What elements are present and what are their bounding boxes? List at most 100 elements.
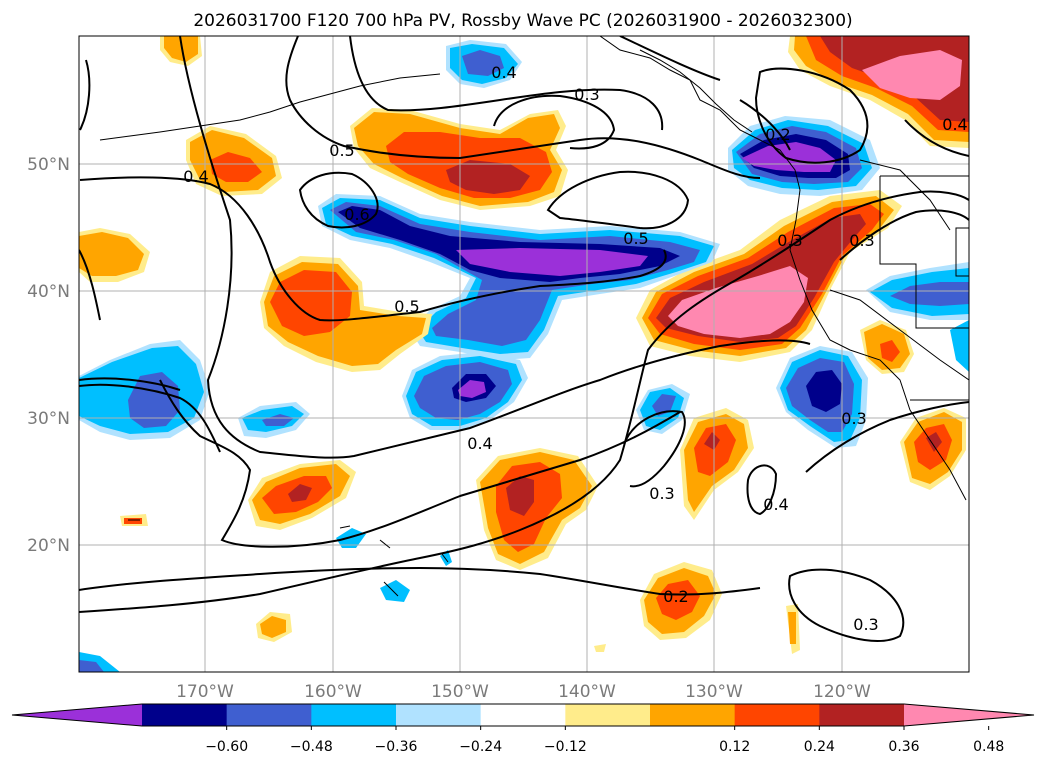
lat-label: 20°N [27, 536, 70, 556]
colorbar-bin [819, 704, 905, 726]
colorbar-tick-label: −0.60 [205, 739, 248, 755]
colorbar-tick-label: 0.12 [719, 739, 750, 755]
colorbar-bin [565, 704, 651, 726]
contour-label: 0.5 [623, 229, 648, 248]
colorbar-bin [396, 704, 482, 726]
contour-0-6 [298, 171, 379, 229]
anomaly-negative-gulf-alaska [728, 116, 880, 196]
colorbar-tick-label: −0.24 [459, 739, 502, 755]
anomaly-positive-northwest [79, 36, 282, 282]
colorbar-extend-low [12, 704, 142, 726]
anomaly-positive-145w [476, 448, 598, 570]
contour-label: 0.2 [663, 587, 688, 606]
pv-contours [79, 36, 969, 642]
anomaly-negative-central [318, 194, 720, 360]
hawaii-islands [339, 525, 449, 597]
contour-0-2 [79, 566, 761, 596]
lon-label: 170°W [176, 682, 234, 702]
contour-0-3-loop [493, 94, 616, 150]
lat-label: 30°N [27, 409, 70, 429]
contour-labels: 0.4 0.3 0.5 0.4 0.6 0.5 0.5 0.3 0.3 0.4 … [183, 63, 967, 634]
anomaly-positive-ridge [636, 190, 902, 362]
contour-label: 0.4 [183, 167, 208, 186]
interior-border [859, 159, 951, 231]
longitude-labels: 170°W 160°W 150°W 140°W 130°W 120°W [176, 682, 871, 702]
contour-label: 0.3 [574, 85, 599, 104]
contour-label: 0.4 [491, 63, 516, 82]
mexico-border [829, 289, 969, 381]
contour-label: 0.3 [853, 615, 878, 634]
contour-label: 0.2 [765, 125, 790, 144]
colorbar-tick-label: −0.36 [375, 739, 418, 755]
contour-label: 0.6 [344, 205, 369, 224]
colorbar-bin [480, 704, 566, 726]
graticule [79, 36, 969, 672]
contour-label: 0.3 [649, 484, 674, 503]
colorbar-bin [734, 704, 820, 726]
lon-label: 160°W [304, 682, 362, 702]
contour-0-4-sw [79, 383, 221, 453]
lon-label: 140°W [558, 682, 616, 702]
lon-label: 150°W [431, 682, 489, 702]
colorbar-bin [142, 704, 228, 726]
anomaly-positive-north [350, 108, 568, 210]
contour-0-5-closed [546, 170, 690, 230]
colorbar-tick-label: −0.48 [290, 739, 333, 755]
colorbar-bin [650, 704, 736, 726]
latitude-labels: 20°N 30°N 40°N 50°N [27, 155, 70, 556]
colorbar-bin [311, 704, 397, 726]
contour-label: 0.4 [942, 115, 967, 134]
anomaly-negative-150w [402, 352, 528, 430]
contour-0-5-mid [79, 176, 667, 322]
pv-shading [79, 36, 969, 672]
anomaly-positive-northeast [788, 36, 969, 148]
figure-title: 2026031700 F120 700 hPa PV, Rossby Wave … [193, 11, 852, 31]
lat-label: 40°N [27, 282, 70, 302]
contour-label: 0.3 [849, 231, 874, 250]
contour-0-4-south [79, 377, 681, 548]
contour-left-mid [79, 249, 101, 321]
contour-0-3-southeast [788, 568, 905, 642]
contour-0-2-north [754, 67, 869, 164]
contour-0-3-north [349, 36, 664, 131]
lat-label: 50°N [27, 155, 70, 175]
colorbar-tick-label: 0.24 [804, 739, 835, 755]
north-america-coast [599, 36, 967, 501]
aleutian-islands [99, 73, 441, 141]
colorbar-outline [11, 703, 1035, 727]
contour-label: 0.4 [763, 495, 788, 514]
lon-label: 120°W [813, 682, 871, 702]
contour-0-3-small [623, 410, 686, 488]
state-border-box [955, 227, 969, 277]
contour-0-4-west [179, 36, 811, 459]
coastlines [99, 36, 969, 597]
colorbar-tick-label: 0.36 [888, 739, 919, 755]
contour-0-3-ne-coast [839, 209, 969, 261]
anomaly-positive-133w [594, 562, 800, 654]
contour-label: 0.5 [394, 297, 419, 316]
state-borders [879, 176, 969, 329]
anomaly-positive-163w [120, 460, 356, 642]
map-content: 0.4 0.3 0.5 0.4 0.6 0.5 0.5 0.3 0.3 0.4 … [79, 36, 969, 672]
contour-left-edge [79, 59, 91, 131]
contour-0-3-long [79, 190, 969, 613]
contour-0-4-ne [904, 119, 969, 157]
contour-0-3-loop-south [746, 464, 778, 516]
contour-0-4-alaska [619, 36, 791, 151]
colorbar-extend-high [904, 704, 1034, 726]
lon-label: 130°W [685, 682, 743, 702]
contour-label: 0.5 [329, 141, 354, 160]
colorbar-ticks: −0.60 −0.48 −0.36 −0.24 −0.12 0.12 0.24 0.36 0.4… [205, 726, 1004, 755]
contour-0-5-north [285, 36, 761, 179]
contour-label: 0.3 [777, 231, 802, 250]
contour-label: 0.3 [841, 409, 866, 428]
colorbar-bin [226, 704, 312, 726]
contour-0-3-east [805, 401, 969, 473]
colorbar-tick-label: 0.48 [973, 739, 1004, 755]
contour-label: 0.4 [467, 434, 492, 453]
colorbar [11, 703, 1035, 727]
anomaly-positive-130w [680, 408, 754, 520]
alaska-panhandle [639, 49, 753, 133]
map-border [78, 35, 970, 673]
